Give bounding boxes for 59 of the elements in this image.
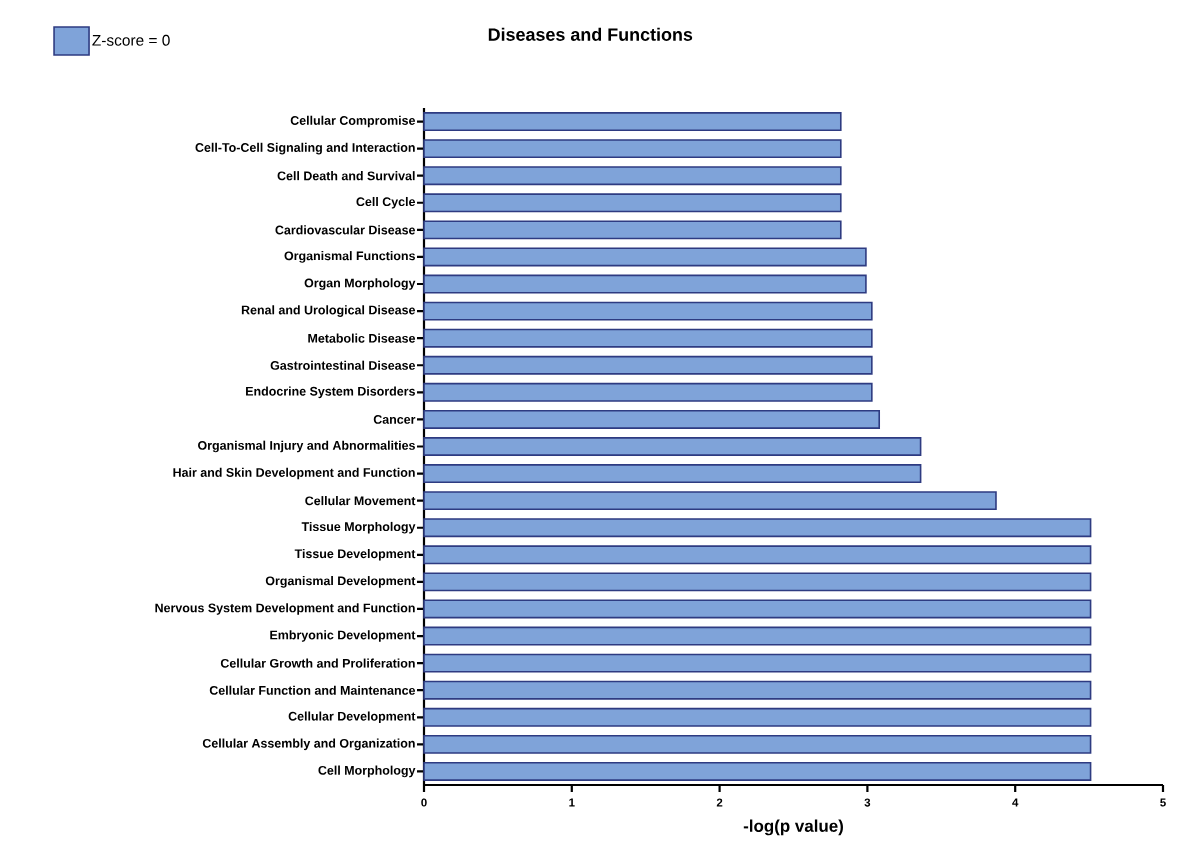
y-tick-label: Renal and Urological Disease (241, 305, 416, 317)
y-tick-label: Cellular Development (288, 711, 416, 724)
y-tick-label: Cellular Function and Maintenance (209, 685, 416, 695)
legend-label: Z-score = 0 (92, 34, 170, 46)
y-tick-label: Organismal Injury and Abnormalities (198, 440, 415, 453)
x-axis-title: -log(p value) (743, 819, 843, 836)
bar (423, 491, 997, 511)
bar (423, 464, 922, 484)
bar (423, 653, 1092, 673)
y-tick-label: Cell-To-Cell Signaling and Interaction (195, 142, 415, 155)
x-tick-label: 1 (569, 798, 575, 807)
bar (423, 599, 1092, 619)
bar (423, 139, 842, 159)
bar (423, 626, 1092, 646)
bar (423, 437, 922, 456)
y-tick-label: Metabolic Disease (308, 333, 416, 343)
bar (423, 220, 842, 240)
bar (423, 166, 842, 186)
y-tick-label: Organismal Development (265, 576, 416, 588)
y-tick-label: Cellular Growth and Proliferation (220, 658, 415, 668)
y-tick-label: Cellular Movement (305, 496, 416, 506)
bar (423, 355, 873, 375)
x-tick-label: 3 (864, 798, 871, 807)
y-tick-label: Cardiovascular Disease (275, 225, 416, 235)
y-tick-label: Cellular Compromise (290, 115, 416, 128)
x-tick-label: 5 (1160, 798, 1166, 807)
bar (423, 409, 881, 429)
bar (423, 328, 873, 348)
bar (423, 193, 842, 213)
bar (423, 572, 1092, 592)
bar (423, 545, 1092, 565)
bar (423, 761, 1092, 781)
y-tick-label: Nervous System Development and Function (155, 603, 415, 615)
y-tick-label: Organismal Functions (284, 251, 415, 263)
bar (423, 382, 873, 402)
y-tick-label: Hair and Skin Development and Function (173, 467, 415, 480)
y-tick-label: Cancer (373, 415, 416, 424)
y-tick-label: Gastrointestinal Disease (270, 360, 416, 370)
bar (423, 680, 1092, 700)
y-tick-label: Cellular Assembly and Organization (202, 738, 415, 751)
chart-title: Diseases and Functions (488, 27, 693, 41)
y-tick-label: Embryonic Development (270, 630, 416, 642)
bar (423, 274, 867, 294)
bar (423, 301, 873, 321)
x-tick-label: 0 (421, 798, 427, 807)
y-tick-label: Tissue Development (294, 549, 416, 561)
bar (423, 707, 1092, 727)
y-tick-label: Organ Morphology (304, 278, 416, 290)
bar (423, 247, 867, 267)
y-tick-label: Cell Morphology (318, 765, 416, 778)
y-tick-label: Tissue Morphology (301, 521, 416, 534)
bar (423, 112, 842, 131)
x-tick-label: 4 (1012, 798, 1019, 807)
bar (423, 518, 1092, 538)
x-tick-label: 2 (716, 798, 723, 807)
bar (423, 734, 1092, 754)
y-tick-label: Cell Cycle (356, 196, 416, 209)
y-tick-label: Endocrine System Disorders (246, 386, 415, 399)
y-tick-label: Cell Death and Survival (277, 171, 415, 181)
